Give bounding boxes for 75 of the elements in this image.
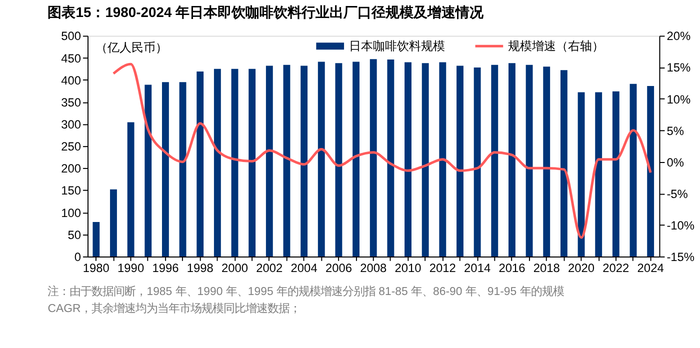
x-tick-label: 2012 (429, 260, 456, 275)
bar (456, 66, 464, 256)
x-tick-label: 1990 (118, 260, 144, 275)
y-tick-label: 300 (61, 117, 82, 132)
bar (439, 62, 446, 256)
y-tick-label: 0 (74, 250, 82, 264)
x-tick-label: 1998 (186, 260, 214, 275)
legend-label: 规模增速（右轴） (508, 39, 604, 54)
y2-tick-label: -10% (666, 218, 695, 232)
bar (352, 62, 360, 256)
x-tick-label: 2008 (360, 260, 387, 275)
x-tick-label: 2010 (394, 260, 422, 275)
bar (162, 82, 169, 256)
bar (266, 66, 273, 256)
bar (127, 122, 134, 256)
text: 注：由于数据间断，1985 年、1990 年、1995 年的规模增速分别指 81-85 年、86-90 年、91-95 年的规模 CAGR，其余增速均为当年市场规模同比增速数据； (48, 285, 564, 316)
bar (491, 64, 498, 256)
y-tick-label: 450 (61, 51, 82, 66)
bar (595, 92, 602, 256)
y-tick-label: 500 (61, 29, 82, 44)
y-tick-label: 250 (61, 140, 82, 154)
y2-tick-label: 10% (666, 92, 691, 106)
legend-label: 日本咖啡饮料规模 (349, 39, 446, 54)
bar (422, 63, 429, 256)
bar (92, 222, 100, 256)
bar (578, 92, 585, 256)
y-tick-label: 200 (61, 162, 82, 176)
y2-tick-label: 15% (666, 60, 691, 75)
bar (300, 66, 308, 256)
bar (110, 189, 117, 256)
x-tick-label: 2016 (498, 260, 526, 275)
bar (144, 84, 152, 256)
bar (214, 68, 221, 256)
bar (179, 82, 186, 256)
x-tick-label: 2002 (256, 260, 284, 275)
y2-tick-label: -15% (666, 250, 695, 264)
y-tick-label: 400 (61, 73, 82, 88)
bar (283, 64, 290, 256)
bar (196, 71, 204, 256)
x-tick-label: 1980 (82, 260, 110, 275)
y2-tick-label: -5% (666, 186, 688, 201)
y2-tick-label: 0% (666, 155, 684, 170)
bar (231, 68, 238, 256)
bar (508, 63, 516, 256)
chart-title: 图表15：1980-2024 年日本即饮咖啡饮料行业出厂口径规模及增速情况 (48, 4, 485, 20)
x-tick-label: 2006 (325, 260, 352, 275)
bar (474, 68, 481, 256)
y2-tick-label: 5% (666, 124, 684, 138)
bar (543, 66, 550, 256)
x-tick-label: 2004 (290, 260, 318, 275)
bar (318, 62, 325, 256)
bar (630, 84, 637, 256)
bar (612, 91, 620, 256)
y2-tick-label: 20% (666, 29, 691, 44)
x-tick-label: 2022 (602, 260, 630, 275)
bar (560, 70, 568, 256)
bar (335, 63, 342, 256)
bar (404, 62, 412, 256)
y-tick-label: 350 (61, 95, 82, 110)
x-tick-label: 2000 (222, 260, 248, 275)
x-tick-label: 2024 (637, 260, 664, 275)
x-tick-label: 2014 (464, 260, 491, 275)
bar (526, 64, 533, 256)
bar (248, 68, 256, 256)
bar (370, 59, 377, 256)
x-tick-label: 2018 (533, 260, 560, 275)
line-series (112, 62, 652, 239)
y-axis-title: （亿人民币） (95, 40, 168, 55)
x-tick-label: 1996 (152, 260, 180, 275)
x-tick-label: 2020 (568, 260, 595, 275)
bar (647, 86, 654, 256)
bar (387, 60, 394, 256)
y-tick-label: 150 (61, 184, 82, 198)
y-tick-label: 50 (68, 228, 82, 242)
y-tick-label: 100 (61, 206, 82, 220)
